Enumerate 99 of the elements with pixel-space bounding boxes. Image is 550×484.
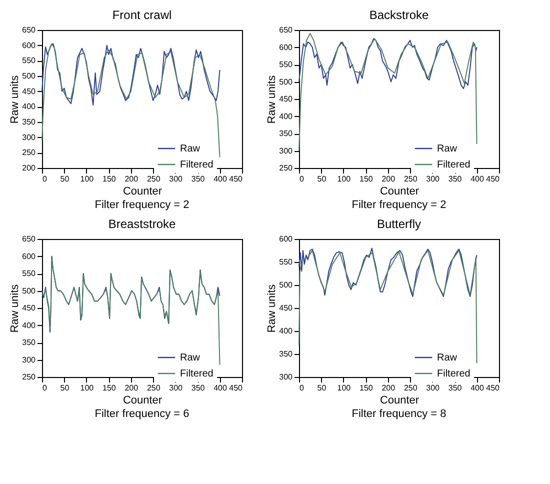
y-tick-label: 650 <box>279 26 294 34</box>
x-tick-label: 50 <box>317 384 327 392</box>
x-tick-label: 400 <box>470 384 484 392</box>
x-tick-label: 150 <box>359 384 374 392</box>
legend-label: Raw <box>180 144 201 154</box>
legend-label: Raw <box>437 352 458 364</box>
x-tick-label: 150 <box>359 174 374 184</box>
y-tick-label: 350 <box>22 338 36 347</box>
legend-label: Filtered <box>437 160 470 170</box>
y-tick-label: 300 <box>279 146 294 156</box>
legend-label: Raw <box>437 144 458 154</box>
x-tick-label: 350 <box>448 384 462 392</box>
x-tick-label: 450 <box>486 384 500 392</box>
x-tick-label: 250 <box>146 174 161 184</box>
x-tick-label: 400 <box>470 174 484 184</box>
x-tick-label: 50 <box>60 384 70 392</box>
y-tick-label: 550 <box>22 269 36 278</box>
y-tick-label: 300 <box>22 132 36 142</box>
x-tick-label: 100 <box>80 174 94 184</box>
y-tick-label: 600 <box>22 252 36 261</box>
x-tick-label: 450 <box>229 174 244 184</box>
y-axis-title: Raw units <box>9 74 22 124</box>
x-tick-label: 150 <box>102 384 116 392</box>
y-tick-label: 500 <box>279 280 294 290</box>
x-tick-label: 0 <box>42 174 48 184</box>
y-tick-label: 400 <box>22 320 36 330</box>
y-tick-label: 400 <box>279 112 294 121</box>
x-axis-title: Counter <box>122 186 162 198</box>
legend-label: Filtered <box>437 368 470 380</box>
legend-label: Filtered <box>180 160 214 170</box>
x-tick-label: 200 <box>382 384 396 392</box>
text: Filter frequency = 6 <box>94 408 190 420</box>
y-tick-label: 500 <box>22 286 36 296</box>
x-tick-label: 400 <box>214 384 228 392</box>
x-tick-label: 250 <box>146 384 161 392</box>
chart-title: Butterfly <box>376 217 422 231</box>
y-tick-label: 400 <box>22 102 36 112</box>
x-tick-label: 0 <box>300 384 304 392</box>
y-tick-label: 450 <box>22 86 36 96</box>
chart-title: Breaststroke <box>108 217 176 231</box>
x-tick-label: 0 <box>42 384 48 392</box>
y-tick-label: 550 <box>279 258 294 266</box>
y-axis-title: Raw units <box>266 284 278 333</box>
x-axis-title: Counter <box>380 394 420 406</box>
y-tick-label: 500 <box>22 72 36 80</box>
y-tick-label: 250 <box>22 372 36 382</box>
x-tick-label: 100 <box>337 174 352 184</box>
x-tick-label: 100 <box>337 384 352 392</box>
x-tick-label: 200 <box>124 384 139 392</box>
x-tick-label: 450 <box>486 174 500 184</box>
text: Filter frequency = 2 <box>352 199 446 211</box>
y-tick-label: 600 <box>22 40 36 50</box>
x-axis-title: Counter <box>380 186 420 198</box>
text: Filter frequency = 2 <box>94 199 190 211</box>
legend-label: Raw <box>180 352 201 364</box>
y-tick-label: 350 <box>279 129 294 138</box>
x-tick-label: 350 <box>191 174 206 184</box>
x-tick-label: 50 <box>317 174 327 184</box>
y-axis-title: Raw units <box>266 74 278 124</box>
x-tick-label: 150 <box>102 174 116 184</box>
y-tick-label: 650 <box>22 26 36 34</box>
y-axis-title: Raw units <box>9 284 22 333</box>
x-tick-label: 0 <box>300 174 304 184</box>
y-tick-label: 500 <box>279 77 294 86</box>
y-tick-label: 350 <box>279 350 294 358</box>
x-tick-label: 50 <box>60 174 70 184</box>
y-tick-label: 600 <box>279 234 294 244</box>
x-tick-label: 200 <box>124 174 139 184</box>
chart-title: Front crawl <box>112 8 172 22</box>
y-tick-label: 200 <box>22 164 36 172</box>
y-tick-label: 250 <box>22 148 36 158</box>
x-tick-label: 250 <box>404 174 418 184</box>
y-tick-label: 600 <box>279 42 294 52</box>
chart-title: Backstroke <box>369 8 429 22</box>
x-tick-label: 350 <box>448 174 462 184</box>
y-tick-label: 300 <box>279 372 294 382</box>
x-axis-title: Counter <box>122 394 162 406</box>
x-tick-label: 100 <box>80 384 94 392</box>
y-tick-label: 650 <box>22 234 36 244</box>
y-tick-label: 550 <box>22 56 36 66</box>
y-tick-label: 350 <box>22 118 36 126</box>
y-tick-label: 450 <box>22 304 36 312</box>
x-tick-label: 300 <box>426 384 440 392</box>
y-tick-label: 400 <box>279 326 294 336</box>
x-tick-label: 300 <box>169 384 184 392</box>
legend-label: Filtered <box>180 368 214 380</box>
y-tick-label: 450 <box>279 94 294 104</box>
x-tick-label: 350 <box>191 384 206 392</box>
y-tick-label: 450 <box>279 304 294 312</box>
x-tick-label: 250 <box>404 384 418 392</box>
y-tick-label: 250 <box>279 164 294 172</box>
x-tick-label: 450 <box>229 384 244 392</box>
y-tick-label: 550 <box>279 60 294 69</box>
x-tick-label: 200 <box>382 174 396 184</box>
text: Filter frequency = 8 <box>352 408 446 420</box>
x-tick-label: 400 <box>214 174 228 184</box>
x-tick-label: 300 <box>426 174 440 184</box>
x-tick-label: 300 <box>169 174 184 184</box>
y-tick-label: 300 <box>22 355 36 364</box>
